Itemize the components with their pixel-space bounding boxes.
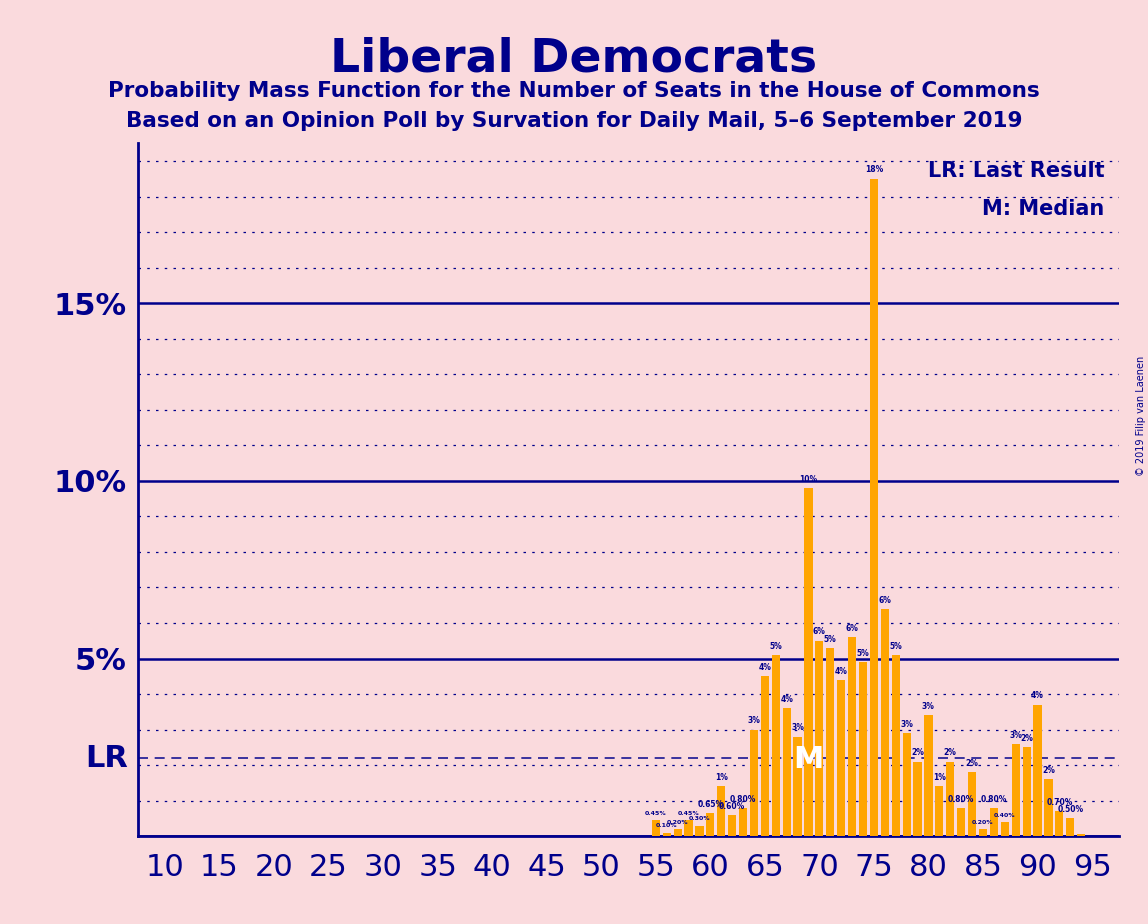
Text: 2%: 2%: [1021, 734, 1033, 743]
Text: 0.20%: 0.20%: [972, 820, 994, 825]
Text: 0.45%: 0.45%: [677, 811, 699, 816]
Bar: [870, 178, 878, 836]
Bar: [1023, 748, 1031, 836]
Text: 4%: 4%: [835, 666, 847, 675]
Bar: [924, 715, 932, 836]
Bar: [1055, 811, 1063, 836]
Text: 18%: 18%: [864, 165, 883, 175]
Text: 10%: 10%: [799, 475, 817, 483]
Text: 3%: 3%: [1009, 731, 1022, 739]
Text: © 2019 Filip van Laenen: © 2019 Filip van Laenen: [1135, 356, 1146, 476]
Text: 1%: 1%: [715, 773, 728, 783]
Text: 0.80%: 0.80%: [730, 795, 757, 804]
Bar: [662, 833, 670, 836]
Text: 0.45%: 0.45%: [645, 811, 667, 816]
Text: 0.20%: 0.20%: [667, 820, 689, 825]
Text: 6%: 6%: [878, 595, 891, 604]
Bar: [684, 821, 692, 836]
Bar: [783, 709, 791, 836]
Bar: [728, 815, 736, 836]
Text: 2%: 2%: [965, 759, 978, 768]
Text: M: Median: M: Median: [983, 199, 1104, 219]
Bar: [968, 772, 976, 836]
Text: 5%: 5%: [824, 635, 837, 644]
Text: Based on an Opinion Poll by Survation for Daily Mail, 5–6 September 2019: Based on an Opinion Poll by Survation fo…: [126, 111, 1022, 131]
Bar: [771, 655, 779, 836]
Bar: [718, 786, 726, 836]
Text: 2%: 2%: [1042, 766, 1055, 775]
Bar: [837, 680, 845, 836]
Text: 3%: 3%: [747, 716, 760, 725]
Text: 0.65%: 0.65%: [697, 800, 723, 808]
Text: 3%: 3%: [900, 720, 913, 729]
Bar: [979, 829, 987, 836]
Text: 0.60%: 0.60%: [719, 802, 745, 810]
Bar: [827, 648, 835, 836]
Bar: [805, 488, 813, 836]
Text: 0.50%: 0.50%: [1057, 805, 1084, 814]
Text: 0.80%: 0.80%: [948, 795, 975, 804]
Bar: [902, 733, 910, 836]
Bar: [957, 808, 965, 836]
Text: 0.10%: 0.10%: [656, 823, 677, 829]
Text: 4%: 4%: [1031, 691, 1044, 700]
Text: 2%: 2%: [912, 748, 924, 758]
Text: 4%: 4%: [781, 695, 793, 704]
Bar: [696, 825, 704, 836]
Text: 5%: 5%: [769, 641, 782, 650]
Text: 3%: 3%: [791, 723, 804, 733]
Bar: [892, 655, 900, 836]
Bar: [761, 676, 769, 836]
Bar: [936, 786, 944, 836]
Bar: [815, 640, 823, 836]
Text: M: M: [793, 745, 823, 774]
Text: 4%: 4%: [759, 663, 771, 672]
Text: 6%: 6%: [846, 624, 859, 633]
Bar: [652, 821, 660, 836]
Bar: [881, 609, 889, 836]
Text: LR: LR: [85, 744, 127, 772]
Text: Probability Mass Function for the Number of Seats in the House of Commons: Probability Mass Function for the Number…: [108, 81, 1040, 102]
Text: 3%: 3%: [922, 702, 934, 711]
Bar: [793, 736, 801, 836]
Bar: [990, 808, 998, 836]
Text: 2%: 2%: [944, 748, 956, 758]
Bar: [739, 808, 747, 836]
Bar: [848, 638, 856, 836]
Text: 5%: 5%: [856, 649, 869, 658]
Text: 0.30%: 0.30%: [689, 816, 711, 821]
Text: 6%: 6%: [813, 627, 825, 637]
Bar: [750, 730, 758, 836]
Text: 0.80%: 0.80%: [980, 795, 1007, 804]
Bar: [674, 829, 682, 836]
Text: 1%: 1%: [933, 773, 946, 783]
Bar: [1011, 744, 1019, 836]
Text: 0.40%: 0.40%: [994, 813, 1016, 818]
Bar: [1033, 705, 1041, 836]
Text: 0.70%: 0.70%: [1046, 798, 1072, 807]
Bar: [914, 761, 922, 836]
Bar: [1045, 779, 1053, 836]
Text: Liberal Democrats: Liberal Democrats: [331, 37, 817, 82]
Bar: [946, 761, 954, 836]
Bar: [1001, 822, 1009, 836]
Bar: [706, 813, 714, 836]
Bar: [1077, 834, 1085, 836]
Bar: [859, 663, 867, 836]
Text: LR: Last Result: LR: Last Result: [928, 161, 1104, 180]
Text: 5%: 5%: [890, 641, 902, 650]
Bar: [1066, 819, 1075, 836]
